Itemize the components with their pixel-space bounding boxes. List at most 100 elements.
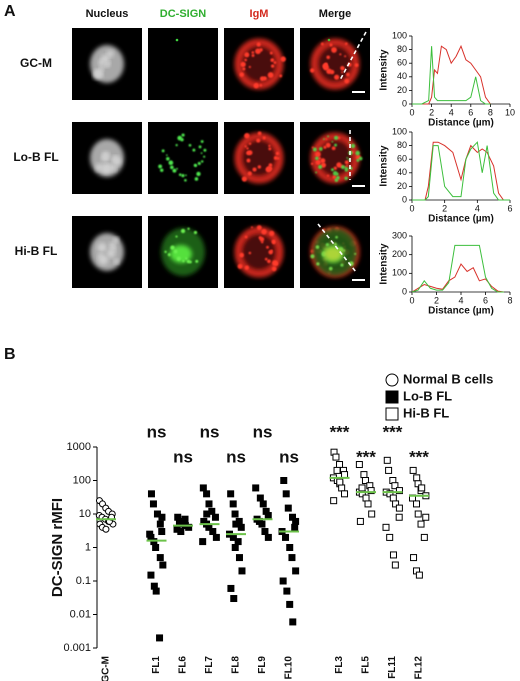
legend-label: Hi-B FL: [403, 405, 449, 420]
igm-spot: [251, 53, 255, 57]
y-tick-label: 200: [392, 249, 407, 259]
dcsign-spot: [165, 156, 170, 161]
igm-spot: [346, 72, 350, 77]
data-point: [264, 533, 272, 541]
dcsign-spot: [197, 161, 201, 166]
data-point: [392, 500, 400, 508]
nucleus-spot: [109, 164, 117, 172]
dcsign-spot: [327, 135, 330, 138]
data-point: [292, 567, 300, 575]
x-tick-label: 2: [434, 295, 439, 305]
igm-spot: [269, 51, 273, 55]
data-point: [291, 523, 299, 531]
igm-spot: [244, 145, 247, 148]
data-point: [286, 600, 294, 608]
igm-spot: [244, 58, 247, 62]
data-point: [289, 618, 297, 626]
x-tick-label: FL12: [414, 656, 425, 680]
igm-spot: [267, 72, 274, 78]
data-point: [227, 490, 235, 498]
dcsign-spot: [312, 147, 317, 152]
dcsign-spot: [186, 259, 191, 264]
igm-spot: [244, 52, 250, 58]
data-point: [199, 538, 207, 546]
micrograph: [224, 216, 294, 288]
dcsign-spot: [178, 173, 182, 177]
data-point: [333, 466, 341, 474]
dcsign-spot: [175, 38, 179, 42]
igm-spot: [270, 58, 275, 63]
data-point: [417, 520, 425, 528]
data-point: [158, 528, 166, 536]
dcsign-spot: [175, 235, 178, 238]
dcsign-spot: [194, 164, 197, 167]
data-point: [234, 538, 242, 546]
y-tick-label: 0.01: [70, 608, 91, 620]
igm-spot: [256, 225, 262, 231]
dcsign-spot: [181, 174, 185, 178]
data-point: [409, 466, 417, 474]
dcsign-spot: [323, 138, 325, 140]
dcsign-spot: [331, 140, 334, 143]
dcsign-spot: [348, 141, 351, 144]
igm-spot: [257, 131, 262, 136]
igm-spot: [310, 68, 315, 73]
micrograph: [72, 28, 142, 100]
nucleus-spot: [95, 163, 104, 172]
data-point: [230, 595, 238, 603]
dcsign-spot: [177, 135, 183, 141]
data-point: [418, 484, 426, 492]
data-point: [209, 528, 217, 536]
igm-spot: [252, 167, 257, 172]
dcsign-spot: [166, 154, 168, 156]
data-point: [415, 571, 423, 579]
y-axis-label: DC-SIGN rMFI: [49, 498, 66, 597]
igm-spot: [239, 72, 245, 77]
dcsign-spot: [333, 242, 337, 246]
igm-spot: [261, 229, 267, 235]
igm-spot: [325, 138, 328, 141]
dcsign-spot: [192, 148, 196, 152]
data-point: [391, 482, 399, 490]
nucleus-spot: [93, 69, 103, 80]
data-point: [341, 471, 349, 479]
data-point: [386, 533, 394, 541]
row-label: Hi-B FL: [15, 244, 58, 258]
data-point: [238, 567, 246, 575]
dcsign-spot: [356, 158, 360, 162]
profile-line: [317, 223, 357, 273]
y-tick-label: 20: [397, 181, 407, 191]
igm-spot: [259, 84, 263, 87]
x-tick-label: 10: [505, 107, 515, 117]
nucleus-spot: [113, 258, 120, 265]
dcsign-spot: [164, 250, 167, 254]
igm-spot: [258, 236, 262, 240]
igm-spot: [244, 235, 248, 239]
igm-spot: [318, 156, 321, 160]
dcsign-spot: [342, 249, 346, 252]
legend-marker: [385, 390, 399, 404]
dcsign-spot: [173, 249, 178, 254]
dcsign-spot: [315, 171, 318, 174]
igm-spot: [271, 266, 277, 272]
igm-spot: [253, 82, 259, 89]
dcsign-spot: [358, 156, 363, 161]
significance-label: ns: [147, 422, 167, 441]
y-tick-label: 100: [392, 30, 407, 40]
x-tick-label: 8: [488, 107, 493, 117]
nucleus-spot: [100, 54, 110, 64]
data-point: [231, 544, 239, 551]
significance-label: ***: [409, 447, 429, 466]
igm-signal: [234, 132, 284, 184]
igm-spot: [354, 63, 359, 68]
micrograph: [224, 122, 294, 194]
dcsign-spot: [167, 253, 171, 257]
dcsign-spot: [176, 256, 181, 261]
dcsign-spot: [188, 143, 192, 147]
profile-line: [411, 244, 504, 293]
micrograph: [224, 28, 294, 100]
igm-spot: [255, 48, 261, 55]
dcsign-spot: [203, 155, 206, 158]
dcsign-spot: [335, 235, 338, 239]
